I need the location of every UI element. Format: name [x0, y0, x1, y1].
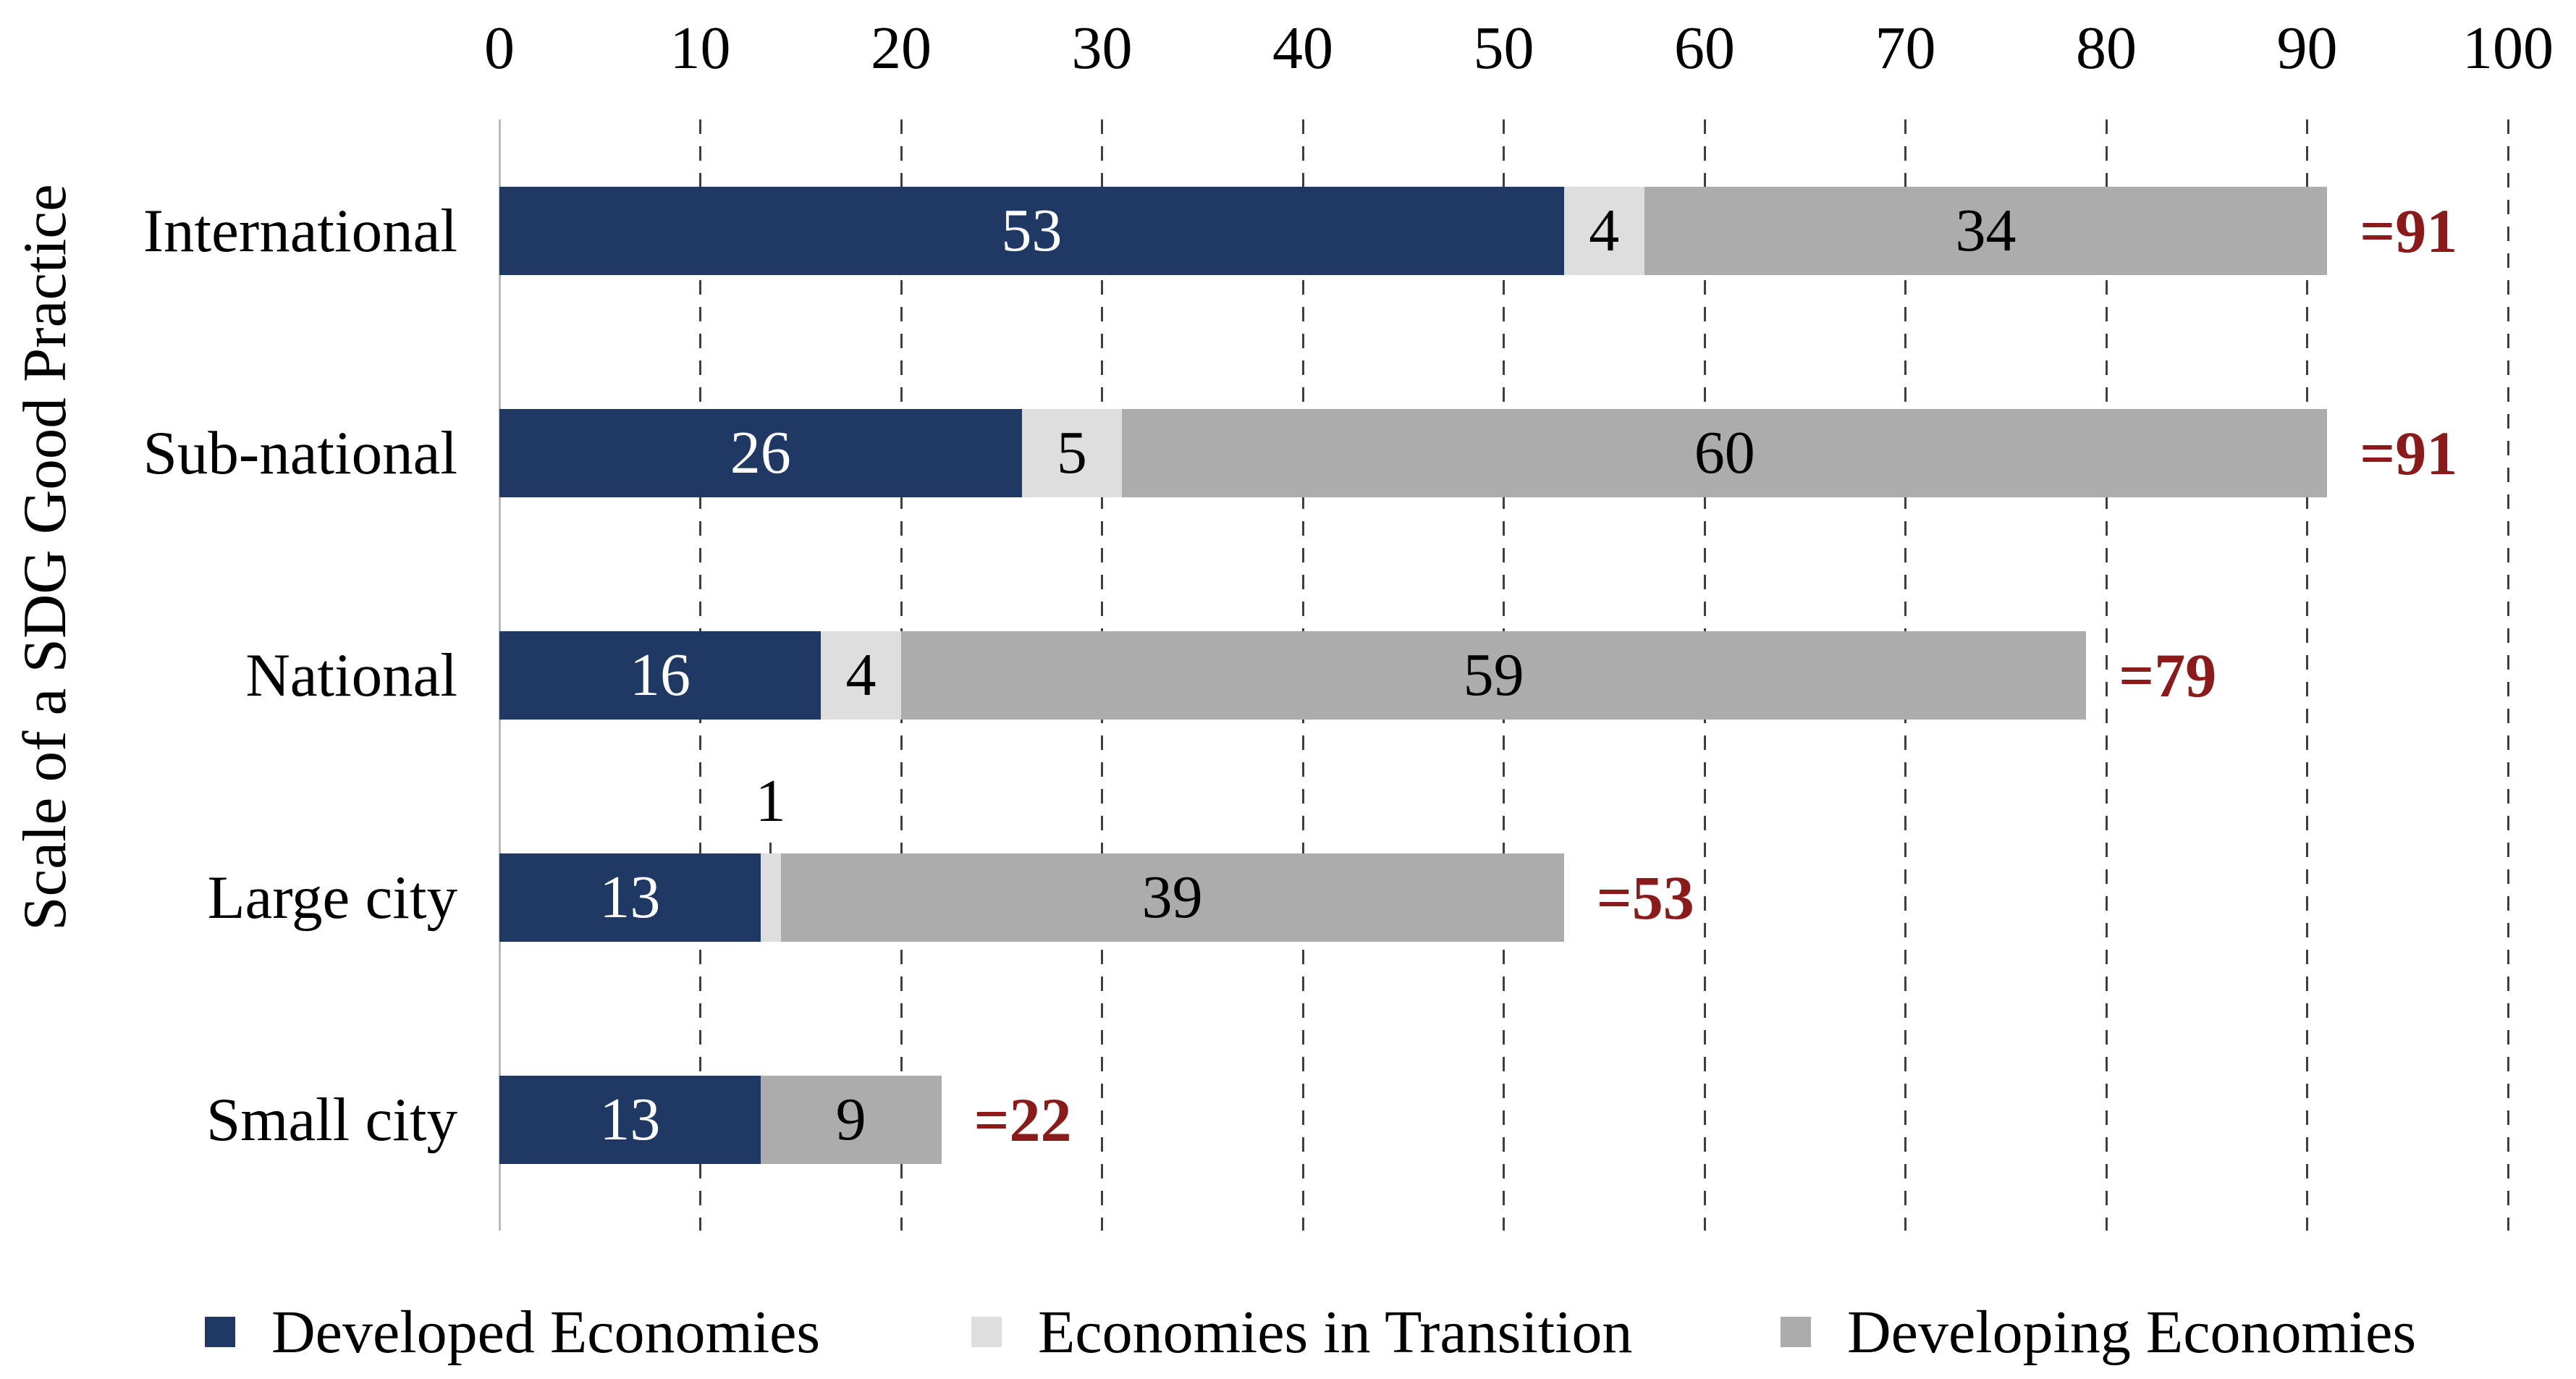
legend-swatch-icon: [1781, 1317, 1811, 1347]
gridline: [2507, 119, 2509, 1231]
x-axis-tick-label: 60: [1674, 14, 1735, 82]
bar-segment-developing-economies: 39: [780, 853, 1564, 942]
gridline: [2306, 119, 2308, 1231]
category-label-large-city: Large city: [207, 863, 457, 932]
bar-segment-economies-in-transition: [760, 853, 781, 942]
x-axis-tick-label: 100: [2462, 14, 2554, 82]
bar-segment-developed-economies: 16: [499, 631, 821, 720]
bar-segment-developing-economies: 9: [760, 1075, 942, 1164]
legend-item-economies-in-transition: Economies in Transition: [971, 1299, 1632, 1366]
x-axis-tick-label: 0: [484, 14, 515, 82]
bar-total-label: =22: [974, 1084, 1072, 1155]
bar-segment-developed-economies: 13: [499, 1075, 761, 1164]
legend-label: Developing Economies: [1847, 1298, 2417, 1366]
x-axis-tick-label: 90: [2276, 14, 2338, 82]
bar-segment-developing-economies: 59: [901, 631, 2087, 720]
category-label-national: National: [245, 641, 457, 709]
bar-total-label: =91: [2360, 418, 2458, 488]
bar-segment-developed-economies: 26: [499, 408, 1022, 497]
bar-segment-developed-economies: 13: [499, 853, 761, 942]
bar-total-label: =91: [2360, 195, 2458, 266]
legend-swatch-icon: [971, 1317, 1002, 1347]
bar-segment-developing-economies: 60: [1122, 408, 2328, 497]
bar-segment-economies-in-transition: 4: [821, 631, 901, 720]
x-axis-tick-label: 20: [871, 14, 932, 82]
gridline: [2105, 119, 2108, 1231]
legend-item-developing-economies: Developing Economies: [1781, 1299, 2416, 1366]
x-axis-tick-label: 70: [1875, 14, 1936, 82]
bar-total-label: =53: [1596, 862, 1694, 932]
x-axis-tick-label: 40: [1272, 14, 1333, 82]
legend-label: Economies in Transition: [1038, 1298, 1633, 1366]
bar-segment-economies-in-transition: 4: [1563, 186, 1644, 275]
legend-item-developed-economies: Developed Economies: [205, 1299, 820, 1366]
legend-swatch-icon: [205, 1317, 235, 1347]
x-axis-tick-label: 30: [1071, 14, 1133, 82]
category-label-small-city: Small city: [206, 1085, 457, 1154]
category-label-international: International: [143, 196, 457, 265]
callout-data-label: 1: [755, 767, 786, 835]
x-axis-tick-label: 10: [670, 14, 731, 82]
bar-segment-economies-in-transition: 5: [1021, 408, 1123, 497]
bar-segment-developed-economies: 53: [499, 186, 1564, 275]
bar-segment-developing-economies: 34: [1644, 186, 2328, 275]
bar-total-label: =79: [2119, 640, 2217, 710]
category-label-sub-national: Sub-national: [143, 418, 457, 487]
legend-label: Developed Economies: [271, 1298, 821, 1366]
x-axis-tick-label: 80: [2076, 14, 2137, 82]
x-axis-tick-label: 50: [1473, 14, 1534, 82]
